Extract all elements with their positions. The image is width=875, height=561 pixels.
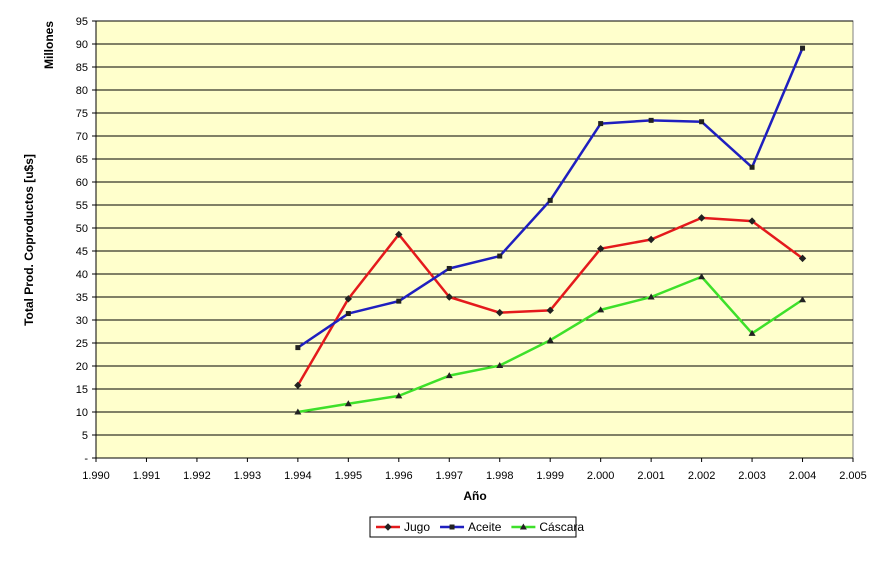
x-tick-label: 2.000: [587, 470, 615, 482]
data-point-aceite: [396, 298, 402, 304]
data-point-cascara: [647, 293, 655, 300]
legend-marker: [519, 523, 527, 530]
series-cascara: [294, 273, 807, 415]
data-point-jugo: [344, 295, 353, 303]
x-tick-label: 1.993: [234, 470, 262, 482]
y-axis-title: Total Prod. Coproductos [u$s]: [22, 154, 36, 326]
legend-label: Cáscara: [539, 520, 584, 534]
legend-marker: [384, 523, 392, 531]
y-tick-label: 25: [76, 338, 88, 350]
legend-marker: [449, 524, 455, 530]
y-tick-label: 85: [76, 62, 88, 74]
y-tick-label: 75: [76, 108, 88, 120]
x-tick-label: 1.998: [486, 470, 514, 482]
data-point-aceite: [749, 164, 755, 170]
x-tick-label: 2.001: [637, 470, 665, 482]
data-point-aceite: [648, 117, 654, 123]
data-point-cascara: [344, 400, 352, 407]
data-point-aceite: [295, 345, 301, 351]
y-tick-label: 65: [76, 154, 88, 166]
x-axis-ticks: 1.990 1.991 1.992 1.993 1.994 1.995 1.996 1.997…: [82, 21, 867, 482]
y-tick-label: 70: [76, 131, 88, 143]
data-point-jugo: [546, 306, 554, 315]
y-axis-ticks: - 5 10 15 20 25 30 35 40 45 50 55 60 65 70 75 80 85 90 95: [76, 16, 96, 465]
y-tick-label: 95: [76, 16, 88, 28]
data-point-cascara: [294, 408, 302, 415]
data-point-aceite: [446, 265, 452, 271]
data-point-aceite: [598, 121, 604, 127]
series-group: [294, 45, 807, 415]
data-point-jugo: [647, 235, 655, 244]
plot-area: [95, 20, 854, 459]
legend-item-jugo: Jugo: [376, 520, 430, 534]
y-tick-label: 90: [76, 39, 88, 51]
data-point-jugo: [748, 217, 756, 225]
data-point-jugo: [596, 244, 605, 253]
data-point-cascara: [496, 362, 504, 369]
data-point-aceite: [345, 311, 351, 317]
y-tick-label: 40: [76, 269, 88, 281]
data-point-aceite: [497, 253, 503, 259]
data-point-cascara: [748, 329, 756, 336]
legend-item-cascara: Cáscara: [511, 520, 584, 534]
x-tick-label: 1.992: [183, 470, 211, 482]
data-point-jugo: [697, 214, 706, 222]
y-tick-label: 45: [76, 246, 88, 258]
y-tick-label: 15: [76, 384, 88, 396]
x-tick-label: 1.991: [133, 470, 161, 482]
data-point-cascara: [395, 392, 403, 399]
legend-box: [369, 516, 577, 538]
x-tick-label: 1.990: [82, 470, 110, 482]
y-tick-label: 35: [76, 292, 88, 304]
y-tick-label: -: [84, 453, 88, 465]
y-tick-label: 20: [76, 361, 88, 373]
y-unit-label: Millones: [42, 21, 56, 69]
data-point-aceite: [699, 119, 705, 125]
y-tick-label: 60: [76, 177, 88, 189]
data-point-cascara: [546, 336, 554, 343]
x-tick-label: 1.997: [436, 470, 464, 482]
y-tick-label: 80: [76, 85, 88, 97]
data-point-aceite: [800, 45, 806, 51]
data-point-jugo: [445, 293, 453, 301]
x-tick-label: 1.994: [284, 470, 312, 482]
x-tick-label: 2.002: [688, 470, 716, 482]
legend-label: Jugo: [404, 520, 430, 534]
series-aceite: [295, 45, 806, 351]
x-tick-label: 1.999: [536, 470, 564, 482]
legend: Jugo Aceite Cáscara: [369, 516, 584, 538]
data-point-jugo: [395, 230, 403, 239]
gridlines: [96, 20, 853, 436]
legend-label: Aceite: [468, 520, 502, 534]
x-tick-label: 2.005: [839, 470, 867, 482]
data-point-jugo: [294, 381, 302, 390]
y-tick-label: 5: [82, 430, 88, 442]
data-point-aceite: [547, 197, 553, 203]
y-tick-label: 50: [76, 223, 88, 235]
data-point-jugo: [496, 308, 504, 317]
data-point-cascara: [597, 306, 605, 313]
y-tick-label: 55: [76, 200, 88, 212]
data-point-cascara: [445, 372, 453, 379]
legend-item-aceite: Aceite: [440, 520, 502, 534]
x-tick-label: 2.004: [789, 470, 817, 482]
y-tick-label: 30: [76, 315, 88, 327]
x-tick-label: 2.003: [738, 470, 766, 482]
series-jugo: [294, 214, 807, 390]
x-tick-label: 1.995: [335, 470, 363, 482]
data-point-cascara: [799, 296, 807, 303]
x-axis-title: Año: [463, 489, 486, 503]
y-tick-label: 10: [76, 407, 88, 419]
data-point-cascara: [698, 273, 706, 280]
x-tick-label: 1.996: [385, 470, 413, 482]
data-point-jugo: [798, 254, 807, 263]
